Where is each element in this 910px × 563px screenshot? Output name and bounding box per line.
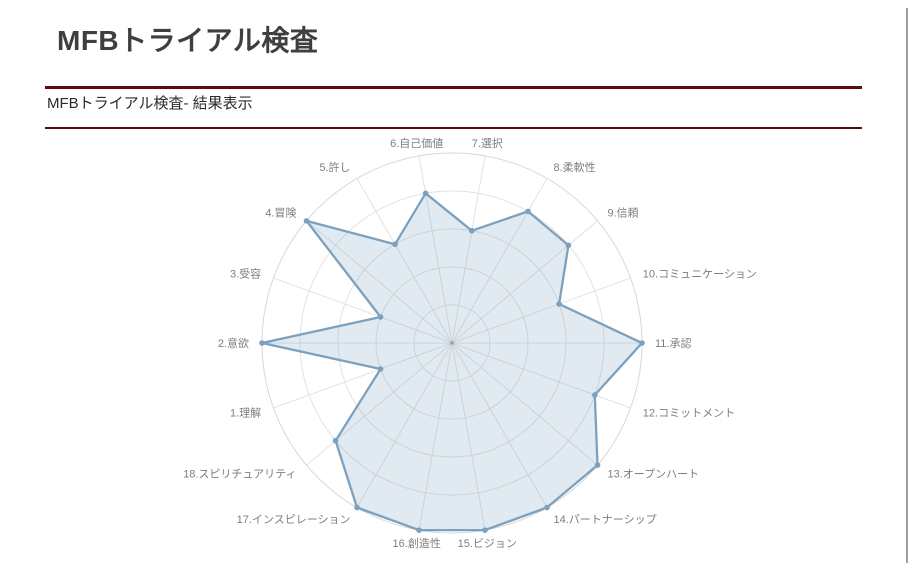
axis-label: 10.コミュニケーション [643,268,757,281]
axis-label: 3.受容 [230,267,261,281]
axis-spoke [451,342,631,409]
radar-series-polygon [260,192,644,532]
data-point-marker[interactable] [392,241,398,248]
axis-label: 17.インスピレーション [237,513,351,526]
axis-label: 15.ビジョン [458,537,517,550]
axis-label: 4.冒険 [265,207,296,220]
data-point-marker[interactable] [259,340,265,346]
axis-label: 8.柔軟性 [554,160,596,174]
axis-spoke [451,220,598,344]
axis-label: 13.オープンハート [608,468,700,481]
axis-spoke [451,342,486,531]
axis-label: 11.承認 [655,336,691,350]
axis-label: 18.スピリチュアリティ [183,468,296,481]
axis-label: 14.パートナーシップ [554,513,657,526]
axis-spoke [273,342,453,409]
axis-label: 9.信頼 [608,207,639,220]
data-point-marker[interactable] [303,218,310,224]
axis-spoke [356,342,453,508]
axis-spoke [451,277,631,344]
axis-label: 12.コミットメント [643,407,735,419]
data-point-marker[interactable] [377,314,384,320]
axis-label: 1.理解 [230,405,261,419]
axis-spoke [356,178,453,344]
data-point-marker[interactable] [525,208,531,215]
data-point-marker[interactable] [332,437,339,444]
divider-bottom [45,127,862,129]
data-point-marker[interactable] [592,392,598,398]
axis-label: 16.創造性 [393,536,441,550]
axis-spoke [273,277,453,344]
polar-center-dot [450,341,454,345]
axis-label: 5.許し [319,161,350,174]
axis-label: 6.自己価値 [390,137,443,150]
data-point-marker[interactable] [354,504,360,511]
data-point-marker[interactable] [377,366,384,372]
divider-top [45,86,862,89]
axis-label: 7.選択 [472,136,503,150]
axis-spoke [306,342,453,466]
data-point-marker[interactable] [639,340,645,346]
axis-spoke [418,155,453,344]
axis-spoke [451,342,598,466]
data-point-marker[interactable] [556,301,562,307]
axis-spoke [451,342,548,508]
data-point-marker[interactable] [594,462,601,468]
result-section-title: MFBトライアル検査- 結果表示 [47,95,253,112]
axis-spoke [418,342,453,531]
data-point-marker[interactable] [565,242,572,249]
axis-spoke [451,178,548,344]
data-point-marker[interactable] [468,227,475,234]
axis-spoke [451,155,486,344]
data-point-marker[interactable] [422,190,429,197]
data-point-marker[interactable] [482,527,488,533]
data-point-marker[interactable] [416,527,422,533]
data-point-marker[interactable] [544,504,550,511]
page-title: MFBトライアル検査 [57,24,319,56]
axis-label: 2.意欲 [218,336,249,350]
window-edge-border [906,8,908,563]
axis-spoke [306,220,453,344]
